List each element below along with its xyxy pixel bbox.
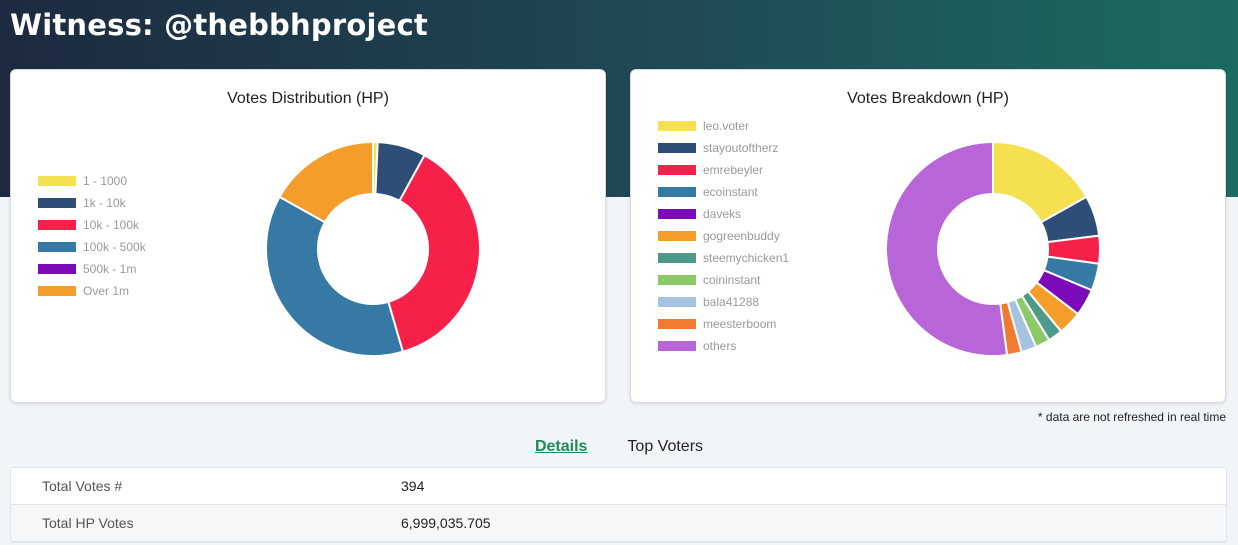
tab-details[interactable]: Details: [534, 438, 588, 455]
legend-item[interactable]: daveks: [658, 203, 789, 225]
legend-label: meesterboom: [703, 317, 777, 331]
legend-swatch: [38, 198, 76, 208]
legend-label: bala41288: [703, 295, 760, 309]
donut-slice-10k-100k[interactable]: [387, 153, 481, 353]
votes-breakdown-donut: [885, 141, 1101, 357]
tab-top-voters[interactable]: Top Voters: [627, 438, 704, 455]
legend-label: 1 - 1000: [83, 174, 128, 188]
donut-slice-over-1m[interactable]: [278, 141, 374, 224]
legend-item[interactable]: Over 1m: [38, 280, 146, 302]
legend-label: leo.voter: [703, 119, 750, 133]
legend-label: steemychicken1: [703, 251, 790, 265]
legend-item[interactable]: coininstant: [658, 269, 789, 291]
legend-label: Over 1m: [83, 284, 130, 298]
votes-distribution-legend: 1 - 1000 1k - 10k 10k - 100k 100k - 500k…: [38, 170, 146, 302]
legend-label: 500k - 1m: [83, 262, 137, 276]
legend-label: daveks: [703, 207, 742, 221]
votes-breakdown-legend: leo.voter stayoutoftherz emrebeyler ecoi…: [658, 115, 789, 357]
legend-item[interactable]: gogreenbuddy: [658, 225, 789, 247]
legend-swatch: [38, 176, 76, 186]
legend-label: gogreenbuddy: [703, 229, 780, 243]
legend-swatch: [658, 275, 696, 285]
legend-item[interactable]: 10k - 100k: [38, 214, 146, 236]
legend-item[interactable]: 100k - 500k: [38, 236, 146, 258]
legend-swatch: [38, 264, 76, 274]
legend-item[interactable]: meesterboom: [658, 313, 789, 335]
legend-swatch: [658, 165, 696, 175]
details-table: Total Votes # 394 Total HP Votes 6,999,0…: [10, 467, 1227, 543]
donut-slice-others[interactable]: [885, 141, 1009, 357]
tab-bar: Details Top Voters: [0, 438, 1238, 456]
detail-value: 394: [401, 478, 425, 494]
legend-swatch: [658, 143, 696, 153]
legend-item[interactable]: bala41288: [658, 291, 789, 313]
legend-swatch: [658, 187, 696, 197]
votes-distribution-card: Votes Distribution (HP) 1 - 1000 1k - 10…: [10, 69, 606, 403]
legend-label: 1k - 10k: [83, 196, 126, 210]
legend-swatch: [658, 297, 696, 307]
page-title: Witness: @thebbhproject: [10, 8, 428, 42]
legend-item[interactable]: emrebeyler: [658, 159, 789, 181]
votes-breakdown-title: Votes Breakdown (HP): [847, 90, 1009, 107]
legend-swatch: [658, 209, 696, 219]
legend-item[interactable]: 500k - 1m: [38, 258, 146, 280]
legend-label: ecoinstant: [703, 185, 758, 199]
legend-item[interactable]: ecoinstant: [658, 181, 789, 203]
legend-swatch: [658, 231, 696, 241]
detail-key: Total Votes #: [42, 478, 123, 494]
legend-label: emrebeyler: [703, 163, 764, 177]
legend-label: coininstant: [703, 273, 761, 287]
votes-distribution-donut: [265, 141, 481, 357]
legend-item[interactable]: steemychicken1: [658, 247, 789, 269]
legend-label: 100k - 500k: [83, 240, 146, 254]
legend-item[interactable]: others: [658, 335, 789, 357]
legend-label: 10k - 100k: [83, 218, 140, 232]
legend-swatch: [658, 341, 696, 351]
legend-label: others: [703, 339, 737, 353]
detail-value: 6,999,035.705: [401, 515, 491, 531]
votes-distribution-title: Votes Distribution (HP): [227, 90, 389, 107]
donut-slice-100k-500k[interactable]: [265, 195, 405, 357]
legend-item[interactable]: leo.voter: [658, 115, 789, 137]
refresh-note: * data are not refreshed in real time: [1037, 410, 1226, 424]
legend-item[interactable]: stayoutoftherz: [658, 137, 789, 159]
legend-item[interactable]: 1k - 10k: [38, 192, 146, 214]
table-row: Total HP Votes 6,999,035.705: [11, 505, 1226, 542]
detail-key: Total HP Votes: [42, 515, 134, 531]
legend-swatch: [38, 242, 76, 252]
legend-swatch: [38, 220, 76, 230]
legend-swatch: [658, 253, 696, 263]
legend-swatch: [38, 286, 76, 296]
legend-swatch: [658, 121, 696, 131]
legend-item[interactable]: 1 - 1000: [38, 170, 146, 192]
table-row: Total Votes # 394: [11, 468, 1226, 505]
legend-label: stayoutoftherz: [703, 141, 779, 155]
legend-swatch: [658, 319, 696, 329]
